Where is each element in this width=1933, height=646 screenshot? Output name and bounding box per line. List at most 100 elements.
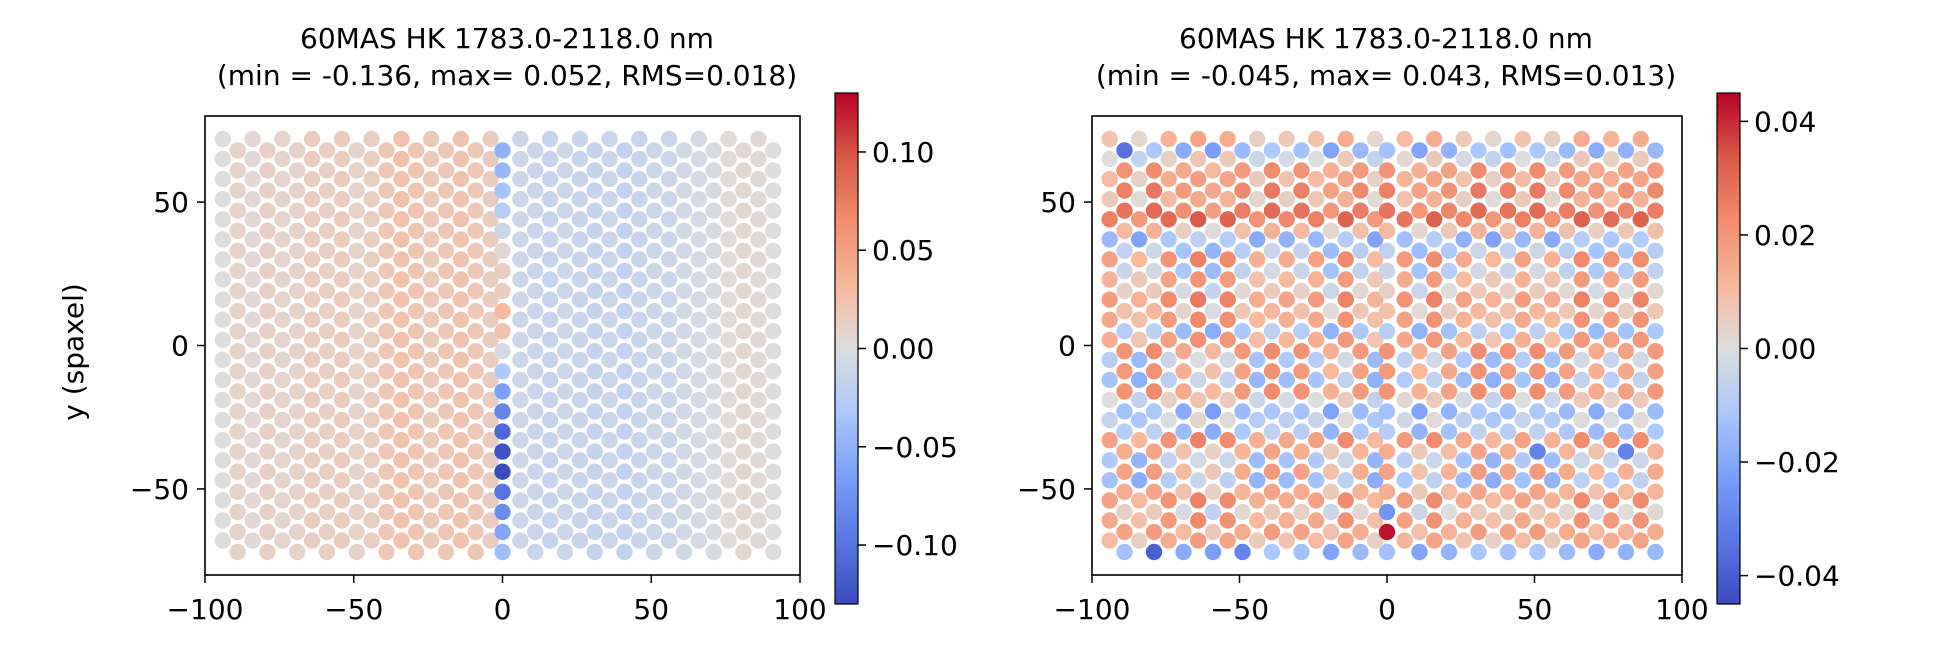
data-point (1426, 251, 1443, 268)
data-point (1160, 170, 1177, 188)
data-point (1440, 403, 1458, 420)
data-point (765, 202, 782, 219)
data-point (1603, 492, 1620, 509)
data-point (690, 391, 707, 409)
data-point (1204, 383, 1222, 400)
data-point (1263, 302, 1281, 320)
data-point (1378, 483, 1396, 500)
data-point (1378, 222, 1396, 239)
data-point (1558, 403, 1576, 420)
data-point (244, 211, 261, 228)
data-point (1116, 302, 1133, 320)
data-point (393, 271, 410, 288)
data-point (363, 492, 380, 509)
data-point (1145, 323, 1163, 340)
data-point (735, 483, 752, 500)
data-point (1603, 432, 1620, 449)
data-point (1558, 383, 1576, 400)
data-point (1426, 532, 1443, 549)
data-point (1617, 403, 1635, 420)
data-point (1160, 291, 1177, 308)
data-point (229, 302, 246, 320)
data-point (1337, 472, 1354, 489)
data-point (452, 231, 470, 248)
data-point (646, 142, 663, 159)
data-point (1190, 371, 1207, 389)
data-point (1367, 130, 1384, 148)
data-point (556, 463, 574, 480)
data-point (348, 262, 365, 280)
data-point (259, 162, 276, 179)
data-point (1647, 523, 1664, 541)
data-point (1411, 222, 1428, 239)
data-point (1190, 150, 1207, 168)
data-point (1145, 182, 1163, 199)
data-point (244, 452, 261, 469)
data-point (274, 150, 291, 168)
data-point (1175, 543, 1192, 561)
data-point (467, 323, 484, 340)
data-point (1603, 231, 1620, 248)
data-point (452, 432, 470, 449)
data-point (586, 543, 603, 561)
data-point (1617, 523, 1635, 541)
data-point (1396, 170, 1413, 188)
panel-1-colorbar: −0.10 −0.05 0.00 0.05 0.10 (834, 92, 958, 605)
data-point (452, 472, 470, 489)
data-point (1308, 231, 1325, 248)
data-point (363, 432, 380, 449)
data-point (1558, 222, 1576, 239)
data-point (1603, 452, 1620, 469)
data-point (259, 403, 276, 420)
data-point (1190, 231, 1207, 248)
data-point (244, 150, 261, 168)
data-point (1499, 142, 1517, 159)
data-point (705, 523, 722, 541)
data-point (1396, 231, 1413, 248)
data-point (408, 543, 425, 561)
data-point (437, 443, 455, 460)
data-point (244, 130, 261, 148)
data-point (214, 432, 231, 449)
data-point (512, 211, 529, 228)
data-point (1293, 182, 1310, 199)
data-point (259, 523, 276, 541)
panel-1-x-ticks: −100 −50 0 50 100 (167, 575, 827, 626)
data-point (675, 423, 693, 440)
data-point (1160, 271, 1177, 288)
data-point (1293, 302, 1310, 320)
data-point (1617, 222, 1635, 239)
data-point (1558, 202, 1576, 219)
data-point (631, 150, 648, 168)
panel-2-x-ticks: −100 −50 0 50 100 (1054, 575, 1709, 626)
data-point (1352, 323, 1369, 340)
data-point (616, 383, 633, 400)
data-point (1470, 383, 1487, 400)
data-point (289, 222, 306, 239)
data-point (408, 162, 425, 179)
y-tick-label: −50 (1017, 473, 1076, 506)
data-point (512, 432, 529, 449)
data-point (1426, 492, 1443, 509)
data-point (1455, 150, 1472, 168)
data-point (1485, 351, 1502, 368)
data-point (1352, 222, 1369, 239)
data-point (318, 363, 336, 380)
data-point (616, 483, 633, 500)
data-point (1204, 363, 1222, 380)
data-point (363, 231, 380, 248)
data-point (333, 452, 351, 469)
data-point (675, 403, 693, 420)
data-point (541, 432, 559, 449)
data-point (660, 130, 678, 148)
data-point (1588, 363, 1605, 380)
data-point (378, 282, 395, 300)
data-point (1588, 423, 1605, 440)
data-point (1455, 291, 1472, 308)
data-point (422, 191, 440, 208)
data-point (229, 323, 246, 340)
data-point (274, 411, 291, 429)
data-point (1204, 182, 1222, 199)
data-point (660, 251, 678, 268)
data-point (616, 162, 633, 179)
